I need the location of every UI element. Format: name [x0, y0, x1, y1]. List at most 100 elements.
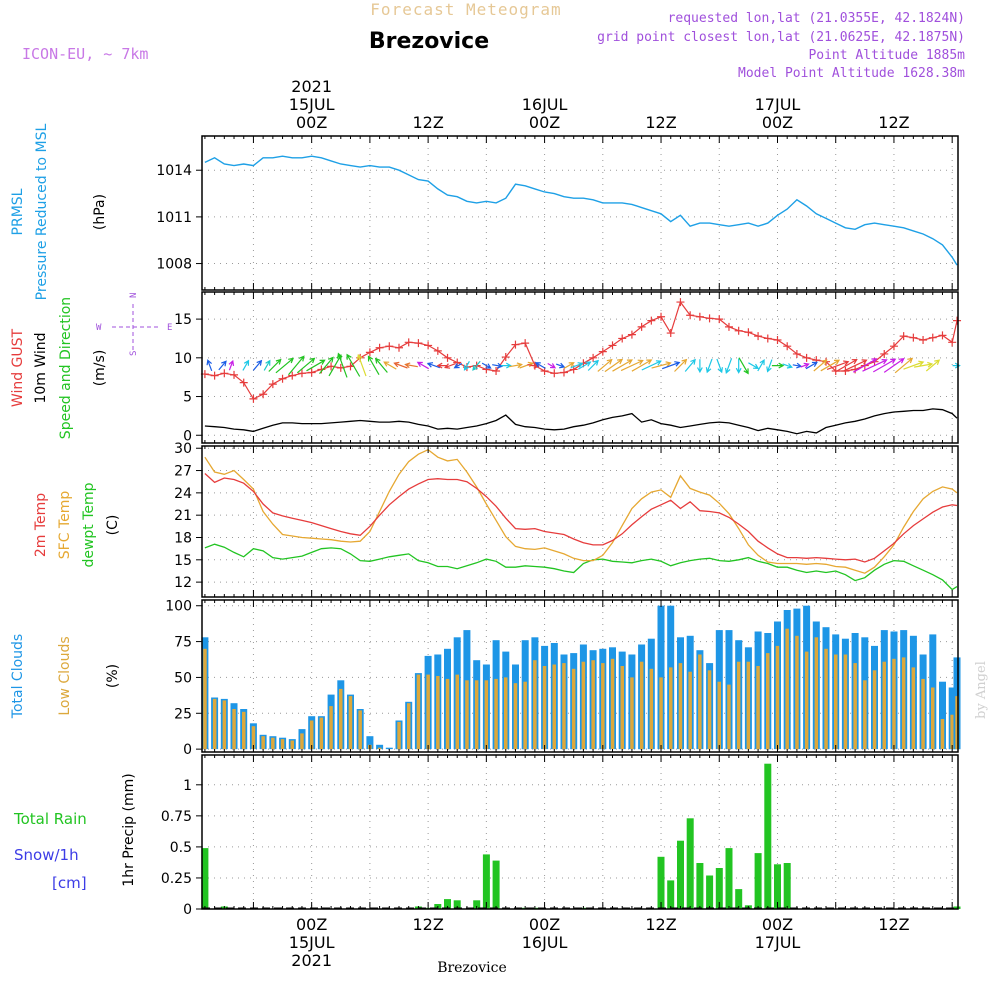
wind-direction-arrow	[356, 353, 367, 377]
low-cloud-bar	[610, 658, 615, 750]
low-cloud-bar	[853, 663, 857, 750]
wind-direction-arrow	[263, 359, 271, 371]
rain-bar	[473, 900, 481, 909]
y-tick-label: 24	[174, 486, 192, 502]
rain-bar	[706, 875, 714, 909]
wind-direction-arrow	[534, 362, 546, 369]
gust-marker	[715, 315, 724, 324]
y-tick-label: 27	[174, 464, 192, 480]
rain-bar	[783, 863, 791, 909]
gust-marker	[792, 349, 801, 358]
wind-direction-arrow	[612, 359, 633, 372]
gust-marker	[443, 353, 452, 362]
top-year-label: 2021	[291, 77, 332, 96]
pressure-panel: 1008 1011 1014	[156, 135, 959, 291]
wind-direction-arrow	[228, 359, 235, 371]
wind-direction-arrow	[416, 361, 430, 370]
gust-marker	[948, 338, 957, 347]
wind-direction-arrow	[587, 359, 600, 371]
gust-marker	[297, 369, 306, 378]
rain-bar	[492, 860, 500, 909]
precip-unit: 1hr Precip (mm)	[121, 773, 137, 886]
wind-direction-arrow	[404, 362, 418, 369]
wind-direction-arrow	[826, 360, 850, 370]
wind-direction-arrow	[555, 362, 566, 369]
low-cloud-bar	[203, 648, 207, 750]
gust-marker	[550, 369, 559, 378]
low-cloud-bar	[494, 678, 498, 750]
snow-label: Snow/1h	[14, 846, 79, 864]
gust-marker	[385, 342, 394, 351]
low-cloud-bar	[630, 677, 634, 750]
low-cloud-bar	[834, 654, 838, 750]
low-cloud-bar	[669, 667, 673, 750]
low-cloud-bar	[397, 721, 401, 750]
low-cloud-bar	[222, 700, 227, 750]
gust-marker	[744, 328, 753, 337]
bottom-date-label: 17JUL	[755, 933, 801, 952]
wind-direction-arrow	[805, 361, 818, 370]
low-cloud-bar	[901, 657, 906, 750]
y-tick-label: 0	[183, 428, 192, 444]
gust-marker	[627, 330, 636, 339]
wind-direction-arrow	[641, 360, 662, 371]
panel-frame	[201, 599, 959, 753]
low-cloud-bar	[261, 736, 265, 750]
gust-marker	[686, 311, 695, 320]
gust-marker	[647, 316, 656, 325]
wind-direction-arrow	[547, 362, 557, 369]
wind-direction-arrow	[651, 361, 672, 369]
wind-direction-arrow	[463, 361, 470, 371]
wind-direction-arrow	[766, 359, 773, 373]
rain-bar	[657, 856, 665, 909]
y-tick-label: 0.5	[170, 840, 192, 856]
gust-marker	[327, 362, 336, 371]
rain-bar	[667, 880, 675, 909]
wind-direction-arrow	[757, 359, 765, 372]
y-tick-label: 21	[174, 508, 192, 524]
total-cloud-bar	[939, 681, 946, 750]
top-date-label: 15JUL	[289, 95, 335, 114]
gridpoint-coords: grid point closest lon,lat (21.0625E, 42…	[597, 30, 965, 45]
wind-direction-arrow	[748, 362, 760, 370]
wind-direction-arrow	[853, 358, 878, 373]
compass-east: E	[167, 323, 172, 333]
low-cloud-bar	[698, 654, 702, 750]
low-cloud-bar	[814, 637, 819, 750]
rain-bar	[953, 906, 961, 909]
wind-direction-arrow	[843, 359, 868, 372]
wind-title-1: Wind GUST	[10, 328, 26, 407]
y-tick-label: 30	[174, 441, 192, 457]
cloud-title-2: Low Clouds	[57, 636, 73, 715]
low-cloud-bar	[436, 676, 440, 750]
wind-direction-arrow	[436, 362, 448, 369]
bottom-hour-label: 00Z	[762, 915, 793, 934]
wind-direction-arrow	[684, 358, 696, 372]
product-title: Forecast Meteogram	[370, 0, 561, 19]
wind-panel: 0 5 10 15	[174, 291, 962, 444]
top-hour-label: 12Z	[412, 113, 443, 132]
low-cloud-bar	[843, 654, 848, 750]
wind-direction-arrow	[883, 357, 905, 373]
bottom-hour-label: 00Z	[296, 915, 327, 934]
gust-marker	[909, 333, 918, 342]
gust-marker	[953, 316, 962, 325]
gust-marker	[783, 342, 792, 351]
wind-direction-arrow	[444, 363, 456, 369]
rain-bar	[677, 840, 684, 909]
low-cloud-bar	[756, 666, 760, 750]
wind-direction-arrow	[716, 358, 723, 374]
total-cloud-bar	[366, 736, 374, 750]
total-cloud-bar	[385, 747, 393, 750]
gust-marker	[773, 336, 782, 345]
wind-direction-arrow	[218, 360, 227, 371]
temp-2m-line	[204, 473, 958, 563]
y-tick-label: 12	[174, 575, 192, 591]
wind-direction-arrow	[393, 361, 408, 369]
wind-direction-arrow	[268, 358, 282, 372]
dewpoint-line	[204, 543, 958, 591]
gust-marker	[375, 343, 384, 352]
wind-direction-arrow	[835, 358, 858, 373]
low-cloud-bar	[212, 698, 217, 750]
